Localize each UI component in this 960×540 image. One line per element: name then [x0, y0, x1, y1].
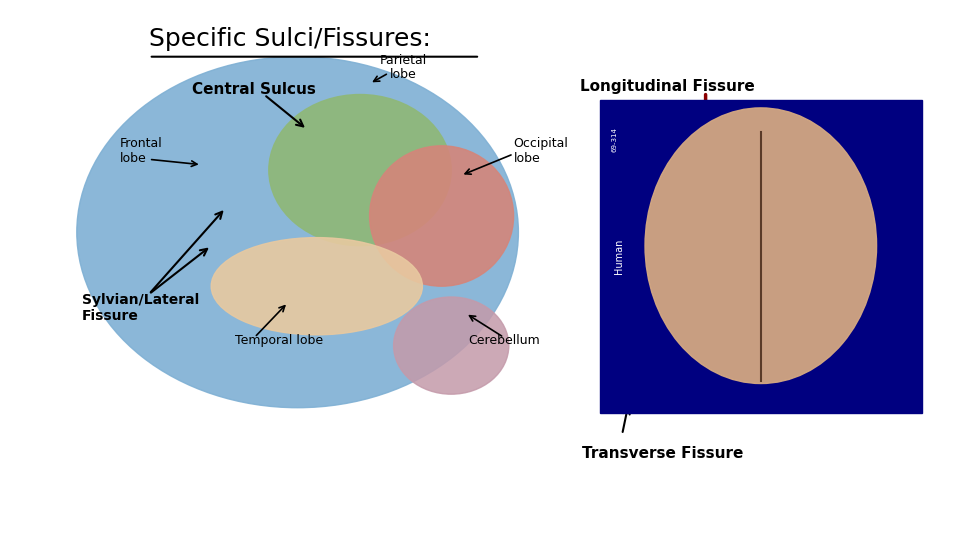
Ellipse shape — [645, 108, 876, 383]
Text: Parietal
lobe: Parietal lobe — [379, 53, 427, 82]
Ellipse shape — [269, 94, 451, 246]
Text: Cerebellum: Cerebellum — [468, 334, 540, 347]
Text: Human: Human — [614, 239, 624, 274]
Text: Central Sulcus: Central Sulcus — [192, 82, 317, 97]
Ellipse shape — [370, 146, 514, 286]
Text: Transverse Fissure: Transverse Fissure — [582, 446, 743, 461]
Text: Frontal
lobe: Frontal lobe — [120, 137, 163, 165]
Text: Temporal lobe: Temporal lobe — [235, 334, 324, 347]
Text: Occipital
lobe: Occipital lobe — [514, 137, 568, 165]
Bar — [600, 100, 922, 413]
Text: Longitudinal Fissure: Longitudinal Fissure — [580, 79, 755, 94]
Text: Sylvian/Lateral
Fissure: Sylvian/Lateral Fissure — [82, 293, 199, 323]
Ellipse shape — [394, 297, 509, 394]
Ellipse shape — [211, 238, 422, 335]
Ellipse shape — [77, 57, 518, 408]
Text: Specific Sulci/Fissures:: Specific Sulci/Fissures: — [149, 27, 431, 51]
Text: 69-314: 69-314 — [612, 127, 617, 152]
